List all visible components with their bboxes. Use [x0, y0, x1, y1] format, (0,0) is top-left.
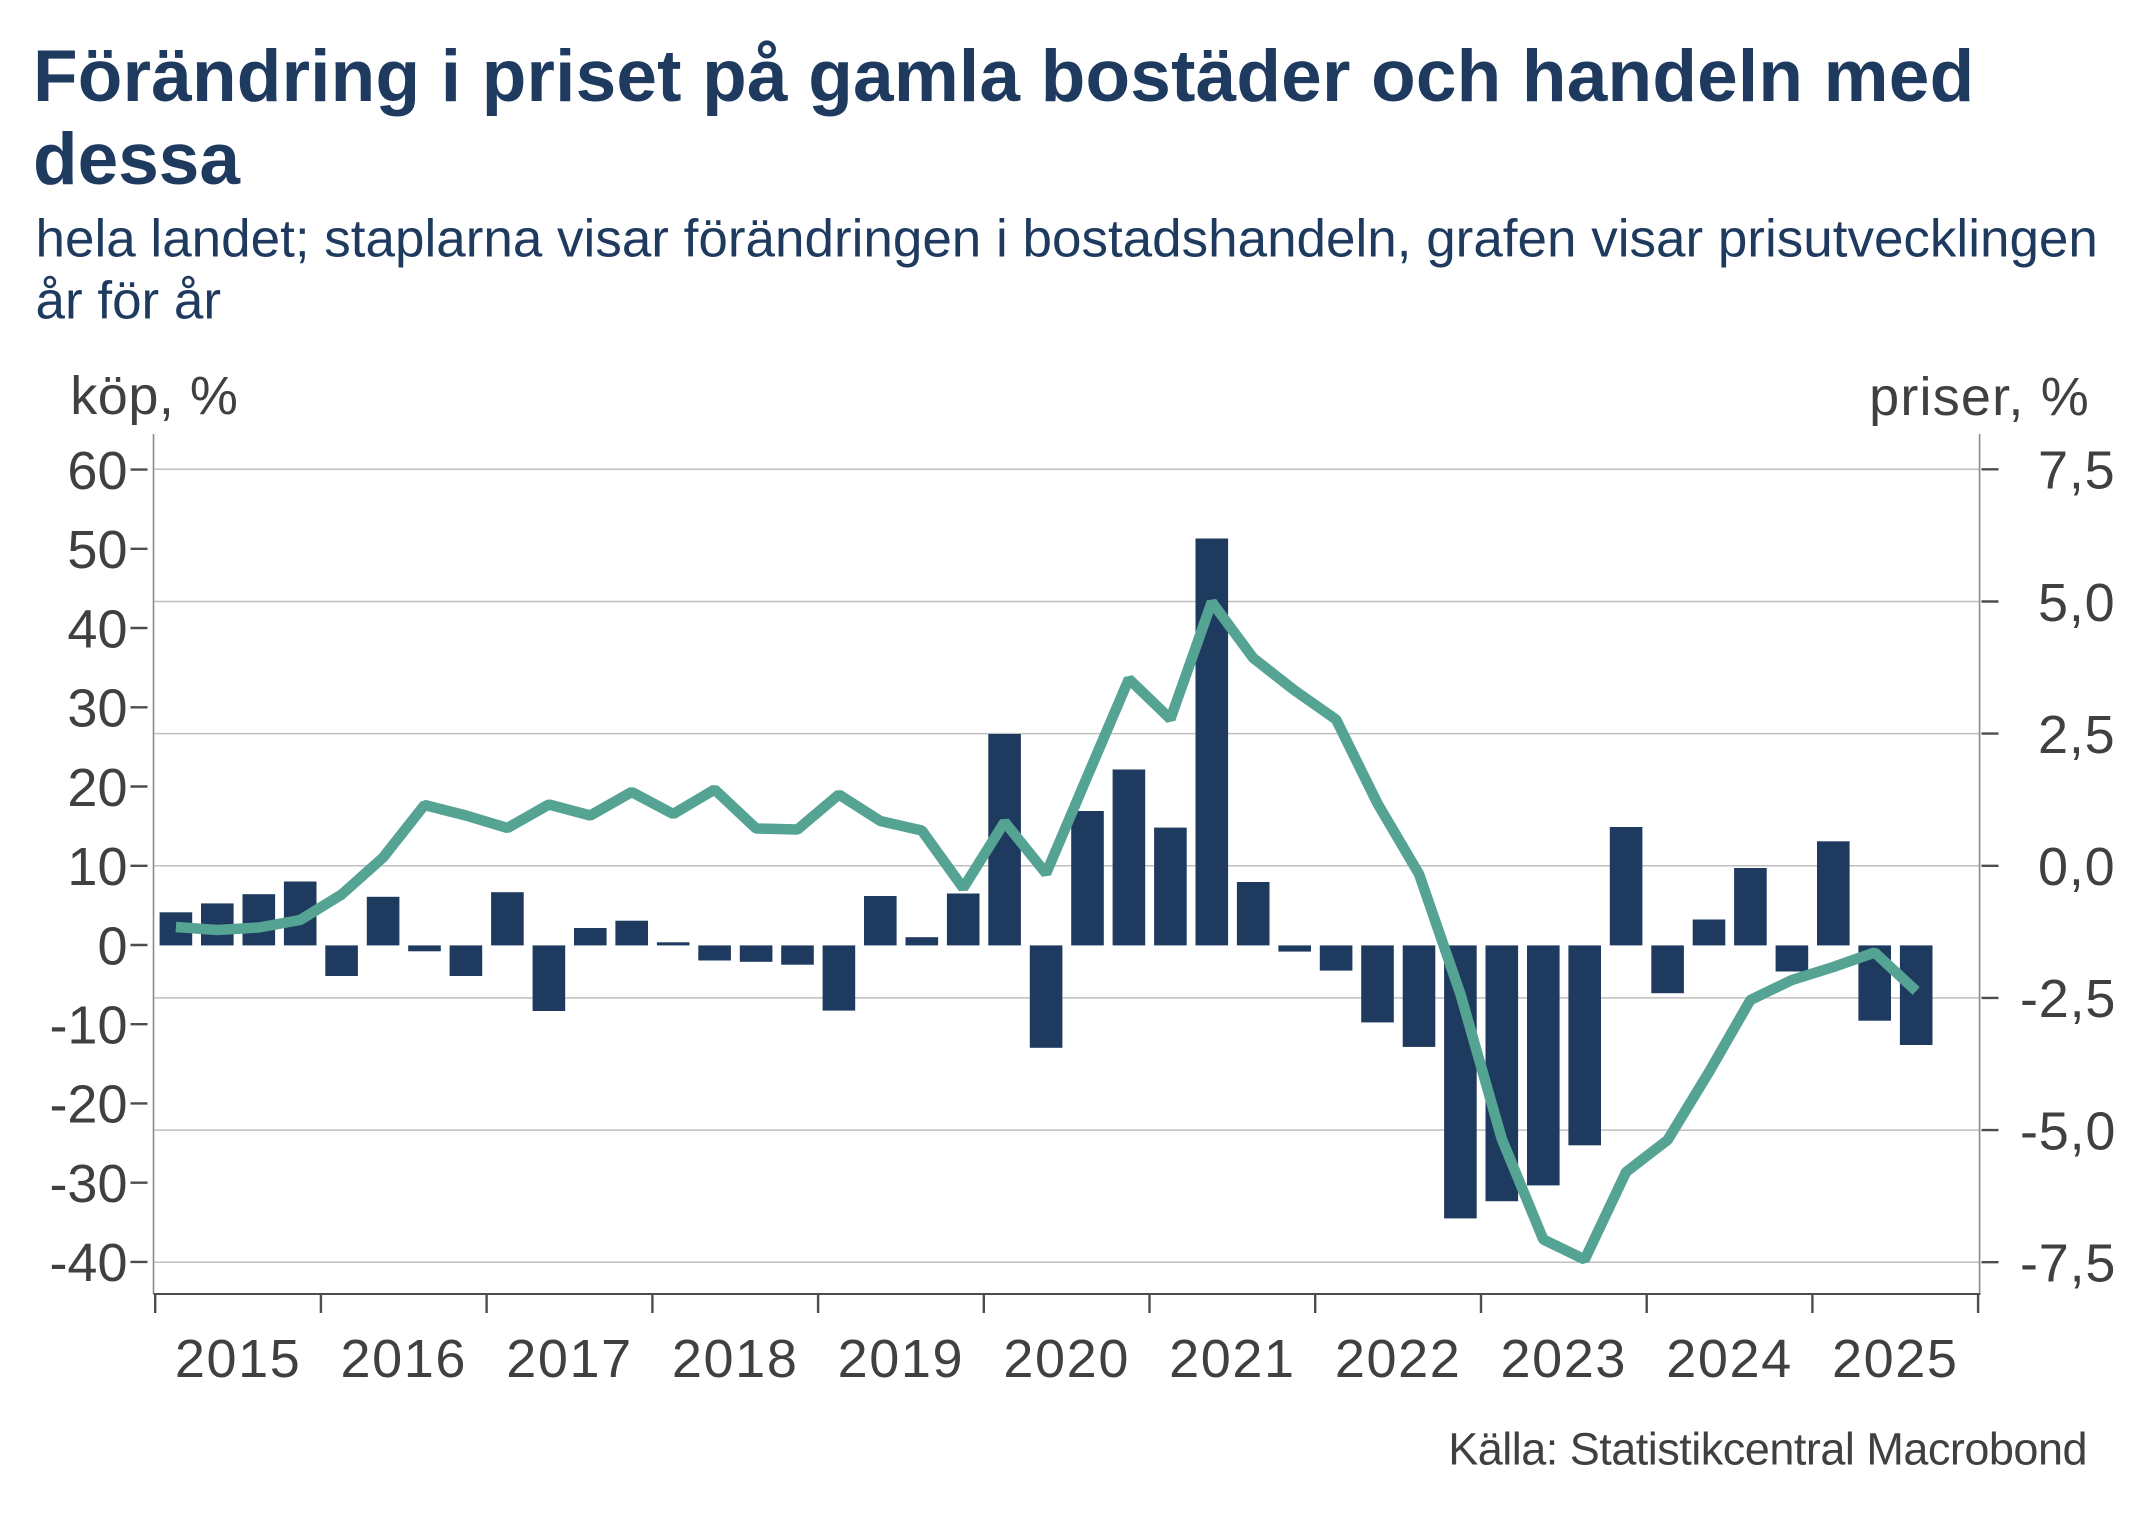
svg-text:-10: -10: [49, 996, 127, 1056]
svg-text:2024: 2024: [1666, 1329, 1793, 1389]
svg-text:hela landet; staplarna visar f: hela landet; staplarna visar förändringe…: [36, 210, 2098, 269]
svg-text:år för år: år för år: [36, 272, 222, 331]
svg-text:-2,5: -2,5: [2020, 969, 2116, 1029]
svg-text:7,5: 7,5: [2038, 441, 2115, 501]
svg-text:-20: -20: [49, 1075, 127, 1135]
svg-text:Källa: Statistikcentral Macrob: Källa: Statistikcentral Macrobond: [1448, 1424, 2087, 1475]
svg-text:Förändring i priset på gamla b: Förändring i priset på gamla bostäder oc…: [33, 36, 1974, 117]
svg-text:-40: -40: [49, 1233, 127, 1293]
svg-text:2023: 2023: [1501, 1329, 1628, 1389]
svg-text:2,5: 2,5: [2038, 705, 2115, 765]
svg-text:priser, %: priser, %: [1869, 367, 2090, 427]
svg-text:-7,5: -7,5: [2020, 1234, 2116, 1294]
svg-text:30: 30: [67, 679, 127, 739]
svg-text:2022: 2022: [1335, 1329, 1462, 1389]
svg-text:2019: 2019: [838, 1329, 965, 1389]
svg-text:2020: 2020: [1003, 1329, 1130, 1389]
svg-text:60: 60: [67, 441, 127, 501]
svg-text:0: 0: [97, 916, 127, 976]
svg-text:2021: 2021: [1169, 1329, 1296, 1389]
svg-text:2017: 2017: [506, 1329, 633, 1389]
svg-text:2025: 2025: [1832, 1329, 1959, 1389]
svg-text:0,0: 0,0: [2038, 837, 2115, 897]
svg-text:50: 50: [67, 520, 127, 580]
svg-text:-30: -30: [49, 1154, 127, 1214]
svg-text:5,0: 5,0: [2038, 573, 2115, 633]
svg-text:2015: 2015: [175, 1329, 302, 1389]
svg-text:20: 20: [67, 758, 127, 818]
svg-text:köp, %: köp, %: [70, 366, 238, 426]
svg-text:2018: 2018: [672, 1329, 799, 1389]
svg-text:2016: 2016: [341, 1329, 468, 1389]
svg-text:10: 10: [67, 837, 127, 897]
svg-text:-5,0: -5,0: [2020, 1101, 2116, 1161]
svg-text:dessa: dessa: [33, 119, 241, 200]
svg-text:40: 40: [67, 599, 127, 659]
